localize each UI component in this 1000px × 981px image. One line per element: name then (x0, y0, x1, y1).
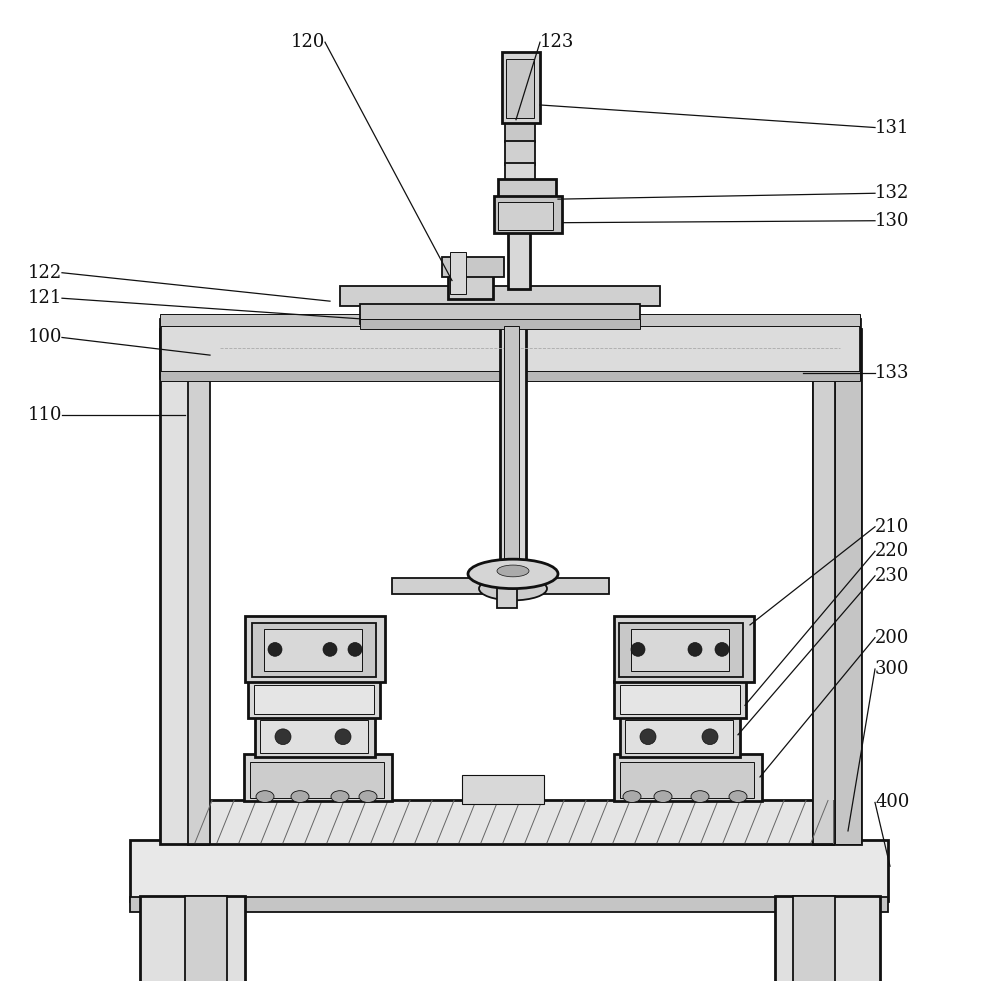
Text: 122: 122 (28, 264, 62, 282)
Ellipse shape (497, 565, 529, 577)
Circle shape (348, 643, 362, 656)
Bar (450, 252, 466, 294)
Bar (614, 754, 762, 801)
Text: 133: 133 (875, 364, 910, 382)
Bar (508, 118, 530, 289)
Bar (160, 329, 208, 844)
Ellipse shape (479, 577, 547, 600)
Bar (775, 896, 880, 981)
Bar (244, 754, 392, 801)
Ellipse shape (331, 791, 349, 802)
Ellipse shape (359, 791, 377, 802)
Text: 220: 220 (875, 542, 909, 560)
Bar (360, 304, 640, 324)
Bar (793, 896, 835, 981)
Bar (502, 52, 540, 123)
Bar (509, 578, 609, 594)
Circle shape (702, 729, 718, 745)
Bar (442, 257, 504, 277)
Bar (505, 118, 535, 142)
Bar (360, 319, 640, 329)
Bar (160, 371, 860, 381)
Text: 210: 210 (875, 518, 909, 536)
Text: 300: 300 (875, 660, 910, 678)
Bar (245, 616, 385, 682)
Ellipse shape (729, 791, 747, 802)
Bar (498, 202, 553, 230)
Ellipse shape (468, 559, 558, 589)
Ellipse shape (623, 791, 641, 802)
Bar (160, 319, 860, 378)
Bar (497, 569, 517, 608)
Text: 130: 130 (875, 212, 910, 230)
Bar (255, 715, 375, 757)
Circle shape (275, 729, 291, 745)
Text: 120: 120 (291, 33, 325, 51)
Bar (188, 800, 833, 844)
Circle shape (323, 643, 337, 656)
Bar (498, 179, 556, 198)
Text: 200: 200 (875, 629, 909, 646)
Text: 110: 110 (28, 406, 62, 424)
Text: 123: 123 (540, 33, 574, 51)
Ellipse shape (291, 791, 309, 802)
Bar (250, 762, 384, 798)
Text: 100: 100 (28, 329, 62, 346)
Circle shape (631, 643, 645, 656)
Bar (506, 59, 534, 118)
Bar (500, 326, 526, 589)
Bar (264, 629, 362, 671)
Text: 121: 121 (28, 289, 62, 307)
Circle shape (268, 643, 282, 656)
Bar (254, 685, 374, 714)
Bar (462, 775, 544, 804)
Bar (614, 616, 754, 682)
Text: 131: 131 (875, 119, 910, 136)
Bar (340, 286, 660, 306)
Bar (835, 343, 861, 844)
Bar (625, 720, 733, 753)
Circle shape (688, 643, 702, 656)
Bar (619, 623, 743, 677)
Bar (505, 163, 535, 186)
Bar (160, 314, 860, 326)
Bar (130, 840, 888, 901)
Bar (620, 715, 740, 757)
Bar (494, 196, 562, 233)
Circle shape (335, 729, 351, 745)
Text: 230: 230 (875, 567, 909, 585)
Bar (260, 720, 368, 753)
Bar (504, 326, 519, 589)
Bar (140, 896, 245, 981)
Bar (188, 343, 210, 844)
Bar (392, 578, 498, 594)
Bar (252, 623, 376, 677)
Bar (448, 265, 493, 299)
Bar (614, 681, 746, 718)
Ellipse shape (256, 791, 274, 802)
Bar (248, 681, 380, 718)
Text: 400: 400 (875, 794, 909, 811)
Bar (620, 685, 740, 714)
Bar (130, 897, 888, 912)
Bar (505, 141, 535, 165)
Bar (631, 629, 729, 671)
Bar (620, 762, 754, 798)
Bar (813, 343, 835, 844)
Ellipse shape (691, 791, 709, 802)
Text: 132: 132 (875, 184, 909, 202)
Circle shape (715, 643, 729, 656)
Ellipse shape (654, 791, 672, 802)
Bar (185, 896, 227, 981)
Bar (813, 329, 861, 844)
Circle shape (640, 729, 656, 745)
